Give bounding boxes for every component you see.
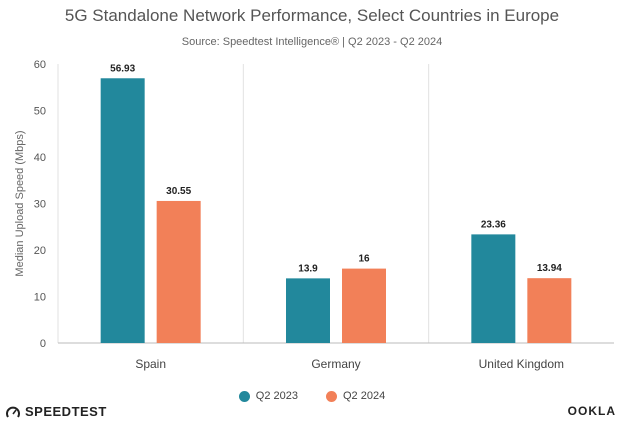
y-tick-label: 0 xyxy=(40,338,46,350)
x-category-label: Germany xyxy=(311,357,360,371)
chart-title: 5G Standalone Network Performance, Selec… xyxy=(64,6,560,25)
y-tick-label: 40 xyxy=(34,152,46,164)
speedtest-logo-text: SPEEDTEST xyxy=(25,404,107,419)
legend-swatch-q2-2023 xyxy=(238,390,250,402)
y-tick-label: 60 xyxy=(34,59,46,71)
y-tick-label: 10 xyxy=(34,292,46,304)
y-tick-label: 20 xyxy=(34,245,46,257)
legend-swatch-q2-2024 xyxy=(326,390,337,402)
speedtest-gauge-icon xyxy=(6,406,20,418)
bar xyxy=(156,200,201,343)
legend-label-q2-2024: Q2 2024 xyxy=(343,390,386,402)
x-category-label: Spain xyxy=(135,357,166,371)
data-label: 23.36 xyxy=(481,219,506,230)
data-label: 13.94 xyxy=(537,263,562,274)
bar xyxy=(342,268,386,343)
data-label: 56.93 xyxy=(110,63,135,74)
legend-item-q2-2024: Q2 2024 xyxy=(326,390,385,402)
bar xyxy=(286,278,330,343)
speedtest-logo: SPEEDTEST xyxy=(6,404,107,419)
bar xyxy=(527,278,572,343)
chart-subtitle: Source: Speedtest Intelligence® | Q2 202… xyxy=(181,36,443,48)
y-axis-label: Median Upload Speed (Mbps) xyxy=(14,130,26,276)
legend-item-q2-2023: Q2 2023 xyxy=(238,390,298,402)
y-tick-label: 50 xyxy=(34,106,46,118)
x-category-label: United Kingdom xyxy=(479,357,564,371)
legend-label-q2-2023: Q2 2023 xyxy=(255,390,298,402)
data-label: 16 xyxy=(358,254,370,265)
y-tick-label: 30 xyxy=(34,199,46,211)
ookla-logo: OOKLA xyxy=(567,404,616,418)
data-label: 30.55 xyxy=(166,186,191,197)
bar xyxy=(100,78,145,343)
data-label: 13.9 xyxy=(298,263,318,274)
bar xyxy=(471,234,516,343)
legend: Q2 2023 Q2 2024 xyxy=(0,390,624,402)
